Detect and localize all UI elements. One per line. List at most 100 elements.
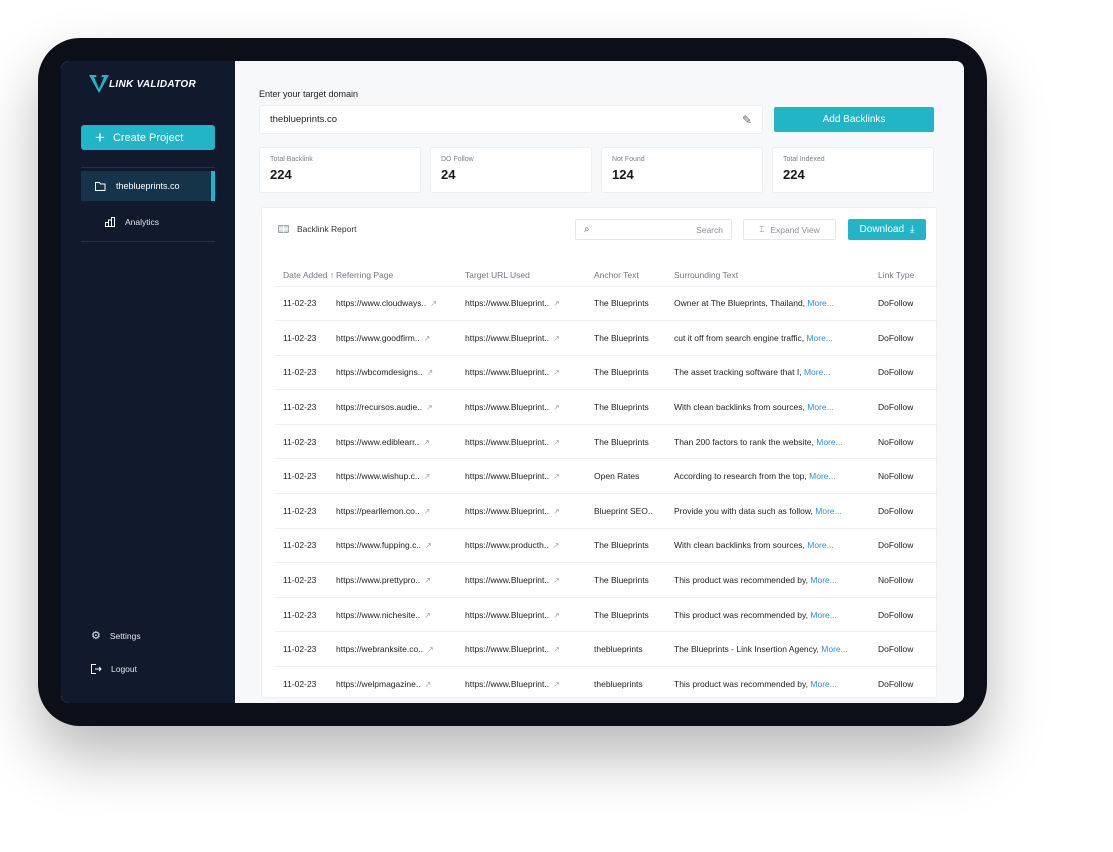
sidebar-item-logout[interactable]: Logout xyxy=(91,664,137,674)
referring-page-link[interactable]: https://webranksite.co.. xyxy=(336,644,423,655)
more-link[interactable]: More... xyxy=(806,332,833,343)
external-link-icon[interactable]: ↗ xyxy=(423,472,431,482)
search-input[interactable]: ⌕ Search xyxy=(575,219,732,240)
add-backlinks-button[interactable]: Add Backlinks xyxy=(774,107,934,132)
external-link-icon[interactable]: ↗ xyxy=(426,403,433,413)
target-url-cell: https://www.Blueprint.. ↗ xyxy=(465,355,594,391)
sidebar: LINK VALIDATOR + Create Project thebluepr… xyxy=(61,61,235,703)
more-link[interactable]: More... xyxy=(807,540,834,551)
referring-page-link[interactable]: https://www.cloudways.. xyxy=(336,298,427,309)
more-link[interactable]: More... xyxy=(803,367,831,378)
external-link-icon[interactable]: ↗ xyxy=(553,576,560,586)
target-url-cell: https://www.Blueprint.. ↗ xyxy=(465,320,594,356)
stat-label: Total Indexed xyxy=(783,156,825,163)
more-link[interactable]: More... xyxy=(821,644,848,655)
target-url-link[interactable]: https://www.Blueprint.. xyxy=(465,575,550,586)
link-type-cell: NoFollow xyxy=(878,458,938,495)
external-link-icon[interactable]: ↗ xyxy=(552,541,560,551)
target-url-link[interactable]: https://www.Blueprint.. xyxy=(465,367,550,378)
external-link-icon[interactable]: ↗ xyxy=(553,437,560,447)
target-url-link[interactable]: https://www.Blueprint.. xyxy=(465,678,550,689)
pencil-icon[interactable]: ✎ xyxy=(741,112,752,127)
anchor-text-cell: The Blueprints xyxy=(594,597,674,633)
expand-view-button[interactable]: ⌶ Expand View xyxy=(743,219,836,240)
stat-total-backlink: Total Backlink 224 xyxy=(259,147,421,193)
more-link[interactable]: More... xyxy=(810,609,837,620)
external-link-icon[interactable]: ↗ xyxy=(553,472,560,482)
surrounding-text: This product was recommended by, xyxy=(674,609,809,620)
logo-v-icon xyxy=(89,75,109,93)
anchor-text-cell: The Blueprints xyxy=(594,355,674,391)
external-link-icon[interactable]: ↗ xyxy=(553,679,560,689)
col-label: Date Added xyxy=(283,269,328,280)
more-link[interactable]: More... xyxy=(815,505,842,516)
table-row: 11-02-23 https://www.nichesite.. ↗ https:… xyxy=(275,597,938,633)
referring-page-cell: https://www.wishup.c.. ↗ xyxy=(336,458,465,495)
more-link[interactable]: More... xyxy=(809,471,836,482)
external-link-icon[interactable]: ↗ xyxy=(553,368,560,378)
target-url-link[interactable]: https://www.Blueprint.. xyxy=(465,609,550,620)
target-url-link[interactable]: https://www.Blueprint.. xyxy=(465,332,550,343)
surrounding-text-cell: Owner at The Blueprints, Thailand, More.… xyxy=(674,286,878,322)
more-link[interactable]: More... xyxy=(807,402,834,413)
referring-page-link[interactable]: https://www.goodfirm.. xyxy=(336,332,420,343)
target-url-link[interactable]: https://www.Blueprint.. xyxy=(465,436,550,447)
anchor-text-cell: The Blueprints xyxy=(594,286,674,322)
sidebar-item-settings[interactable]: ⚙ Settings xyxy=(91,629,141,642)
referring-page-link[interactable]: https://welpmagazine.. xyxy=(336,678,421,689)
external-link-icon[interactable]: ↗ xyxy=(553,645,560,655)
table-icon xyxy=(278,225,289,233)
external-link-icon[interactable]: ↗ xyxy=(424,610,431,620)
more-link[interactable]: More... xyxy=(810,678,837,689)
referring-page-link[interactable]: https://wbcomdesigns.. xyxy=(336,367,423,378)
target-url-cell: https://www.Blueprint.. ↗ xyxy=(465,562,594,598)
referring-page-link[interactable]: https://www.nichesite.. xyxy=(336,609,421,620)
link-type-cell: NoFollow xyxy=(878,562,938,598)
target-url-link[interactable]: https://www.Blueprint.. xyxy=(465,644,550,655)
external-link-icon[interactable]: ↗ xyxy=(424,679,432,689)
stat-value: 224 xyxy=(270,167,292,182)
target-url-link[interactable]: https://www.producth.. xyxy=(465,540,549,551)
external-link-icon[interactable]: ↗ xyxy=(553,299,560,309)
external-link-icon[interactable]: ↗ xyxy=(424,576,431,586)
external-link-icon[interactable]: ↗ xyxy=(423,506,431,516)
domain-input[interactable]: theblueprints.co ✎ xyxy=(259,105,763,134)
anchor-text-cell: The Blueprints xyxy=(594,389,674,425)
download-button[interactable]: Download ⤓ xyxy=(848,219,926,240)
external-link-icon[interactable]: ↗ xyxy=(553,403,560,413)
target-url-link[interactable]: https://www.Blueprint.. xyxy=(465,471,550,482)
target-url-link[interactable]: https://www.Blueprint.. xyxy=(465,505,550,516)
sidebar-item-analytics[interactable]: Analytics xyxy=(105,217,159,227)
external-link-icon[interactable]: ↗ xyxy=(423,333,431,343)
col-date-added[interactable]: Date Added ↑ xyxy=(275,264,336,287)
date-cell: 11-02-23 xyxy=(275,666,336,702)
stat-do-follow: DO Follow 24 xyxy=(430,147,592,193)
create-project-button[interactable]: + Create Project xyxy=(81,125,215,150)
date-cell: 11-02-23 xyxy=(275,528,336,564)
external-link-icon[interactable]: ↗ xyxy=(426,368,434,378)
external-link-icon[interactable]: ↗ xyxy=(430,299,437,309)
external-link-icon[interactable]: ↗ xyxy=(426,645,434,655)
referring-page-link[interactable]: https://recursos.audie.. xyxy=(336,402,422,413)
referring-page-link[interactable]: https://pearllemon.co.. xyxy=(336,505,420,516)
date-cell: 11-02-23 xyxy=(275,424,336,460)
more-link[interactable]: More... xyxy=(807,298,834,309)
referring-page-link[interactable]: https://www.ediblearr.. xyxy=(336,436,420,447)
target-url-link[interactable]: https://www.Blueprint.. xyxy=(465,402,550,413)
more-link[interactable]: More... xyxy=(810,575,837,586)
referring-page-link[interactable]: https://www.wishup.c.. xyxy=(336,471,420,482)
external-link-icon[interactable]: ↗ xyxy=(425,541,432,551)
referring-page-link[interactable]: https://www.fupping.c.. xyxy=(336,540,422,551)
external-link-icon[interactable]: ↗ xyxy=(553,333,560,343)
backlink-report-card: Backlink Report ⌕ Search ⌶ Expand View D… xyxy=(261,207,938,702)
expand-icon: ⌶ xyxy=(759,224,765,234)
target-url-cell: https://www.Blueprint.. ↗ xyxy=(465,631,594,668)
external-link-icon[interactable]: ↗ xyxy=(423,437,430,447)
sidebar-item-project[interactable]: theblueprints.co xyxy=(81,171,215,201)
referring-page-link[interactable]: https://www.prettypro.. xyxy=(336,575,421,586)
external-link-icon[interactable]: ↗ xyxy=(553,506,560,516)
external-link-icon[interactable]: ↗ xyxy=(553,610,560,620)
date-cell: 11-02-23 xyxy=(275,389,336,425)
target-url-link[interactable]: https://www.Blueprint.. xyxy=(465,298,550,309)
more-link[interactable]: More... xyxy=(816,436,843,447)
